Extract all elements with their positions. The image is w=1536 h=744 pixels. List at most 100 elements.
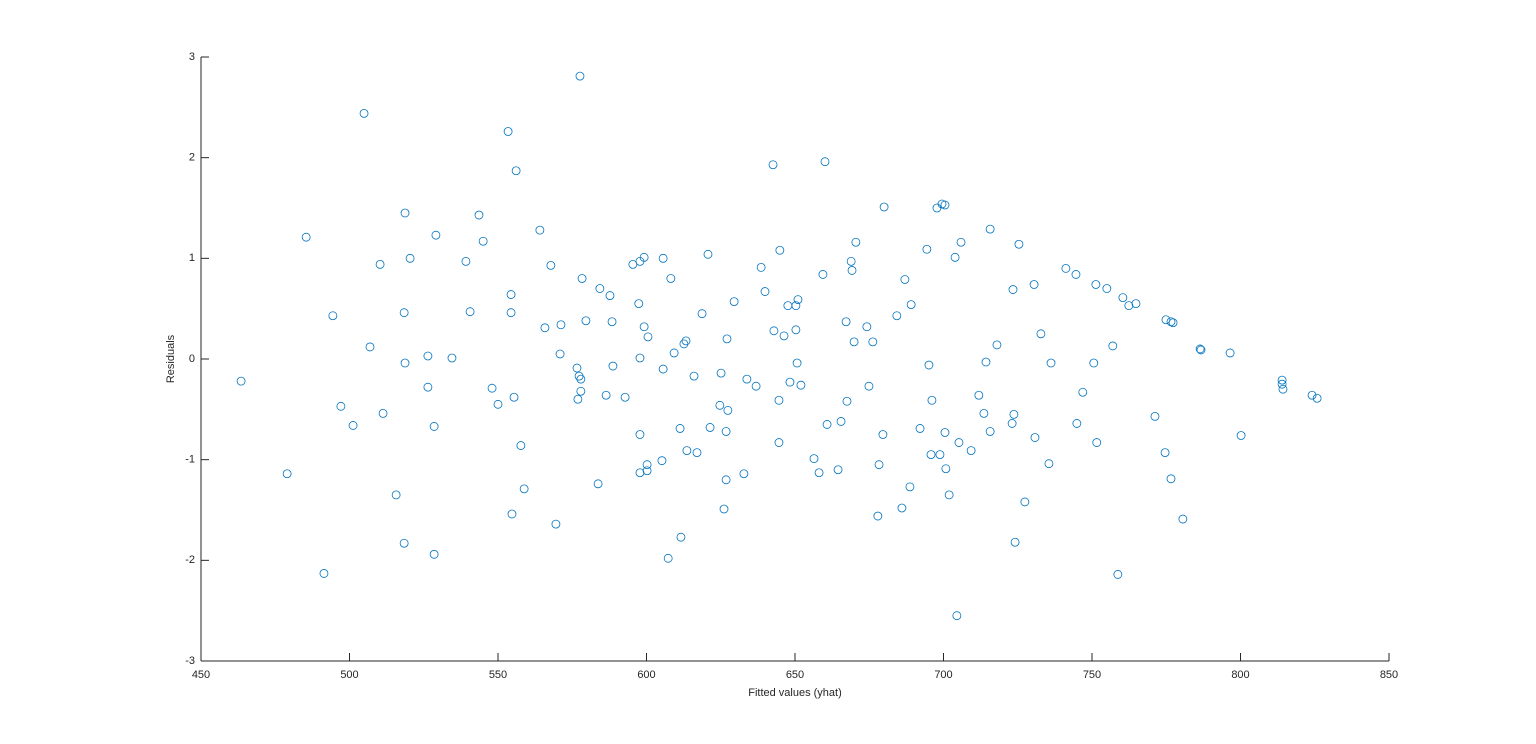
point: [465, 307, 475, 317]
point: [715, 400, 725, 410]
point: [791, 325, 801, 335]
point: [676, 532, 686, 542]
x-tick-label: 600: [637, 669, 655, 681]
y-tick-label: -2: [185, 554, 195, 566]
point: [1030, 433, 1040, 442]
point: [573, 394, 583, 404]
point: [423, 351, 433, 361]
point: [461, 256, 471, 266]
point: [868, 337, 878, 347]
point: [874, 460, 884, 470]
point: [769, 326, 779, 336]
point: [595, 284, 605, 293]
point: [892, 311, 902, 321]
point: [493, 399, 503, 409]
point: [555, 349, 565, 359]
point: [1178, 514, 1188, 524]
point: [932, 203, 942, 213]
point: [751, 381, 761, 391]
point: [809, 454, 819, 464]
point: [792, 358, 802, 368]
point: [905, 482, 915, 492]
point: [639, 252, 649, 262]
point: [429, 549, 439, 559]
point: [935, 450, 945, 460]
point: [1078, 387, 1088, 397]
point: [1102, 284, 1112, 293]
point: [429, 422, 439, 431]
point: [739, 469, 749, 479]
point: [705, 423, 715, 432]
point: [846, 256, 856, 266]
point: [864, 381, 874, 391]
point: [581, 316, 591, 326]
point: [348, 421, 358, 430]
point: [658, 364, 668, 374]
point: [822, 420, 832, 429]
point: [336, 401, 346, 411]
point: [642, 460, 652, 470]
point: [1020, 497, 1030, 507]
point: [897, 503, 907, 513]
point: [796, 380, 806, 390]
point: [365, 342, 375, 352]
point: [774, 395, 784, 405]
x-tick-label: 450: [192, 669, 210, 681]
point: [601, 390, 611, 400]
point: [689, 371, 699, 381]
point: [742, 374, 752, 384]
point: [721, 475, 731, 485]
y-tick-label: -1: [185, 454, 195, 466]
point: [328, 311, 338, 321]
point: [635, 353, 645, 363]
point: [666, 274, 676, 283]
point: [760, 287, 770, 296]
point: [487, 383, 497, 393]
point: [862, 322, 872, 332]
point: [282, 469, 292, 479]
point: [842, 396, 852, 406]
point: [474, 210, 484, 220]
point: [405, 253, 415, 263]
point: [926, 450, 936, 460]
point: [1071, 270, 1081, 279]
x-tick-label: 650: [786, 669, 804, 681]
point: [1236, 431, 1246, 440]
point: [873, 511, 883, 521]
point: [1061, 263, 1071, 273]
point: [642, 466, 652, 476]
point: [556, 320, 566, 330]
point: [1277, 379, 1287, 389]
point: [721, 427, 731, 436]
point: [793, 295, 803, 305]
point: [941, 464, 951, 474]
point: [719, 504, 729, 514]
point: [399, 538, 409, 548]
point: [1166, 317, 1176, 327]
point: [814, 468, 824, 478]
point: [607, 317, 617, 327]
point: [681, 336, 691, 346]
point: [643, 332, 653, 342]
point: [1195, 344, 1205, 354]
point: [447, 353, 457, 363]
point: [1091, 280, 1101, 289]
point: [985, 224, 995, 234]
point: [359, 108, 369, 118]
point: [1014, 239, 1024, 249]
point: [511, 166, 521, 176]
point: [391, 490, 401, 500]
point: [669, 348, 679, 358]
point: [1307, 390, 1317, 400]
point: [849, 337, 859, 347]
point: [900, 275, 910, 284]
point: [663, 553, 673, 563]
point: [924, 360, 934, 370]
point: [944, 490, 954, 500]
point: [775, 245, 785, 255]
point: [639, 322, 649, 332]
point: [1225, 348, 1235, 358]
point: [535, 225, 545, 235]
point: [658, 253, 668, 263]
